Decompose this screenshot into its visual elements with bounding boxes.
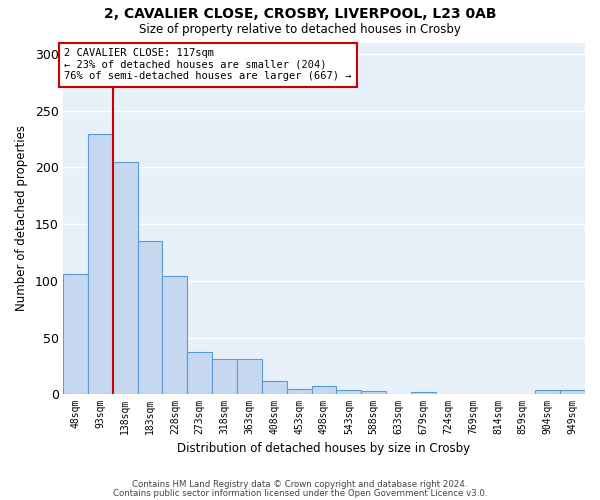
Bar	[163, 276, 187, 394]
Text: Size of property relative to detached houses in Crosby: Size of property relative to detached ho…	[139, 22, 461, 36]
Bar	[88, 134, 113, 394]
Bar	[287, 388, 311, 394]
Y-axis label: Number of detached properties: Number of detached properties	[15, 126, 28, 312]
Bar	[113, 162, 137, 394]
Text: Contains HM Land Registry data © Crown copyright and database right 2024.: Contains HM Land Registry data © Crown c…	[132, 480, 468, 489]
X-axis label: Distribution of detached houses by size in Crosby: Distribution of detached houses by size …	[178, 442, 470, 455]
Bar	[337, 390, 361, 394]
Bar	[311, 386, 337, 394]
Bar	[560, 390, 585, 394]
Bar	[137, 241, 163, 394]
Bar	[63, 274, 88, 394]
Text: 2, CAVALIER CLOSE, CROSBY, LIVERPOOL, L23 0AB: 2, CAVALIER CLOSE, CROSBY, LIVERPOOL, L2…	[104, 8, 496, 22]
Bar	[535, 390, 560, 394]
Bar	[411, 392, 436, 394]
Bar	[262, 380, 287, 394]
Bar	[361, 391, 386, 394]
Text: Contains public sector information licensed under the Open Government Licence v3: Contains public sector information licen…	[113, 488, 487, 498]
Text: 2 CAVALIER CLOSE: 117sqm
← 23% of detached houses are smaller (204)
76% of semi-: 2 CAVALIER CLOSE: 117sqm ← 23% of detach…	[64, 48, 352, 82]
Bar	[237, 359, 262, 394]
Bar	[212, 359, 237, 394]
Bar	[187, 352, 212, 394]
